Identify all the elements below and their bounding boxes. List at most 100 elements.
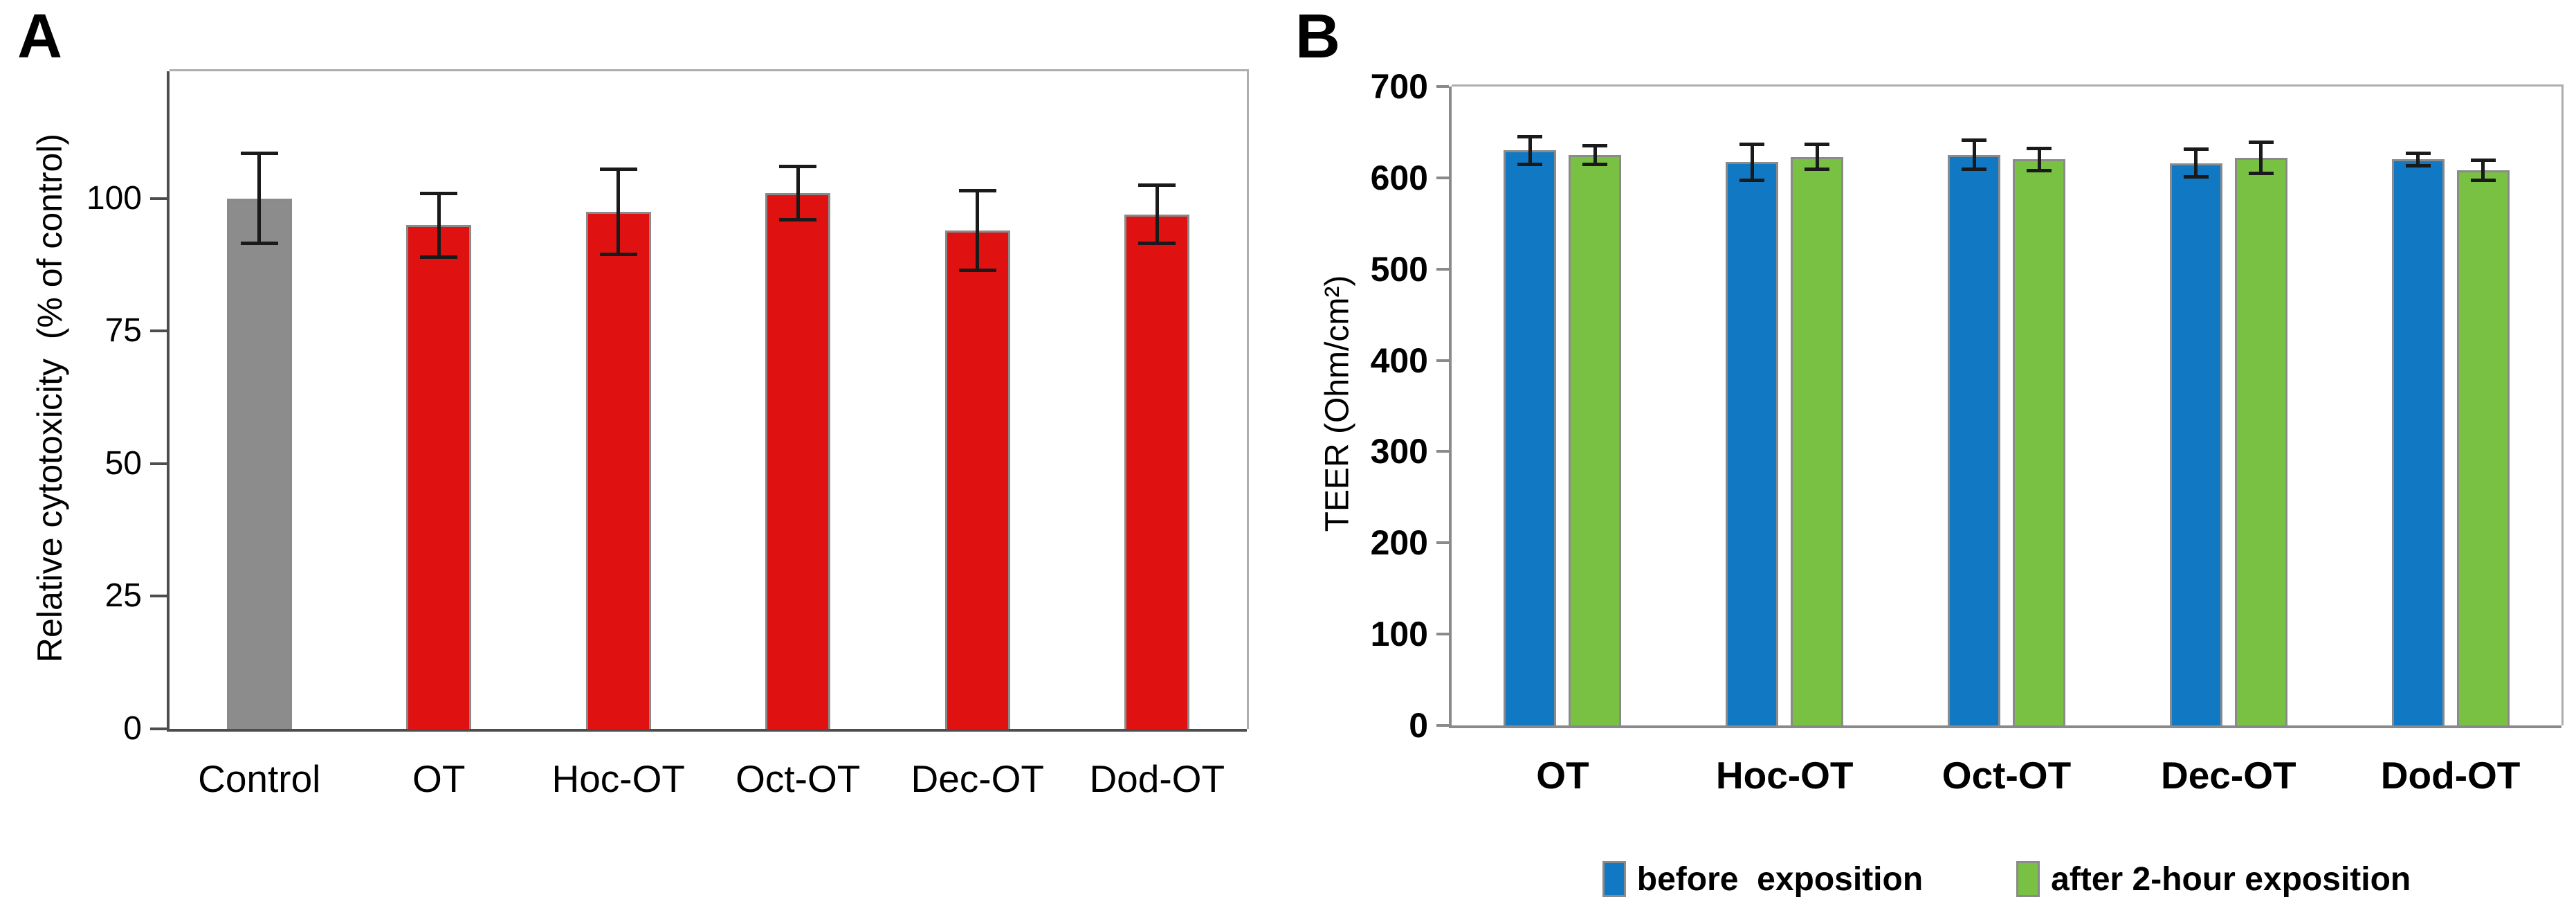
error-bar-line (2259, 142, 2263, 174)
x-axis-category-label: OT (412, 757, 466, 800)
x-axis-category-label: Oct-OT (736, 757, 861, 800)
bar (1124, 214, 1190, 729)
y-axis-tick-label: 25 (104, 577, 142, 615)
error-bar-cap-top (240, 152, 278, 156)
x-axis-line (167, 729, 1247, 732)
y-axis-tick-label: 0 (1409, 706, 1428, 745)
error-bar-line (1750, 144, 1754, 181)
x-axis-category-label: Dec-OT (2161, 754, 2296, 797)
error-bar-cap-top (1517, 135, 1543, 139)
bar (2234, 157, 2287, 725)
y-axis-tick (1436, 267, 1449, 271)
error-bar-cap-bottom (1962, 168, 1986, 172)
bar (1569, 154, 1622, 725)
error-bar-cap-top (1739, 142, 1765, 146)
y-axis-line (1449, 87, 1452, 728)
y-axis-tick-label: 0 (123, 710, 142, 747)
error-bar-cap-bottom (420, 255, 458, 259)
y-axis-tick-label: 100 (1370, 615, 1428, 654)
error-bar-line (1593, 145, 1597, 165)
error-bar-cap-bottom (240, 242, 278, 246)
y-axis-tick-label: 100 (86, 179, 142, 217)
panel-a-label: A (17, 2, 62, 71)
bar (406, 225, 472, 729)
error-bar-cap-bottom (958, 268, 996, 272)
error-bar-line (1972, 140, 1976, 170)
error-bar-line (2416, 153, 2420, 166)
error-bar-cap-top (1962, 138, 1986, 143)
legend-swatch-blue-icon (1602, 861, 1626, 897)
y-axis-tick (1436, 541, 1449, 545)
error-bar-cap-bottom (1517, 162, 1543, 166)
x-axis-category-label: Dod-OT (2380, 754, 2521, 797)
error-bar-cap-top (1805, 142, 1830, 146)
error-bar-cap-top (2027, 147, 2052, 151)
y-axis-tick (1436, 359, 1449, 362)
error-bar-cap-top (779, 165, 817, 169)
bar (2456, 170, 2510, 725)
error-bar-line (976, 190, 980, 271)
bar (1948, 154, 2000, 725)
y-axis-tick (1436, 176, 1449, 179)
x-axis-category-label: OT (1536, 754, 1589, 797)
y-axis-tick (150, 727, 167, 730)
error-bar-line (257, 153, 262, 244)
y-axis-tick-label: 75 (104, 312, 142, 350)
error-bar-line (1155, 185, 1159, 244)
error-bar-line (1815, 144, 1819, 170)
bar (2169, 163, 2222, 725)
x-axis-category-label: Control (198, 757, 321, 800)
y-axis-tick-label: 400 (1370, 341, 1428, 380)
error-bar-line (796, 166, 800, 220)
error-bar-cap-bottom (1138, 242, 1176, 246)
error-bar-line (2481, 160, 2485, 181)
x-axis-category-label: Hoc-OT (1715, 754, 1854, 797)
y-axis-tick (150, 329, 167, 333)
bar (1791, 156, 1844, 725)
y-axis-tick-label: 300 (1370, 432, 1428, 471)
y-axis-tick (1436, 85, 1449, 88)
error-bar-cap-bottom (2470, 179, 2496, 183)
error-bar-cap-top (2183, 147, 2209, 152)
bar (1504, 150, 1557, 725)
error-bar-cap-bottom (599, 252, 637, 256)
bar (765, 193, 831, 729)
error-bar-line (1528, 136, 1532, 165)
error-bar-line (2037, 148, 2041, 171)
bar (1726, 162, 1779, 725)
x-axis-category-label: Oct-OT (1942, 754, 2072, 797)
x-axis-category-label: Dod-OT (1089, 757, 1225, 800)
error-bar-line (616, 169, 621, 255)
error-bar-cap-top (2470, 159, 2496, 163)
panel-b-label: B (1295, 2, 1340, 71)
error-bar-cap-bottom (1582, 162, 1608, 166)
error-bar-cap-top (1138, 183, 1176, 188)
legend-swatch-green-icon (2016, 861, 2040, 897)
error-bar-line (2194, 149, 2198, 177)
legend-label-after-exposition: after 2-hour exposition (2051, 860, 2411, 898)
y-axis-tick (150, 462, 167, 465)
legend-item-after-exposition: after 2-hour exposition (2016, 860, 2411, 898)
error-bar-cap-bottom (779, 218, 817, 222)
y-axis-tick-label: 50 (104, 444, 142, 482)
error-bar-cap-top (599, 168, 637, 172)
panel-b-y-axis-title: TEER (Ohm/cm²) (1319, 275, 1356, 532)
bar (2391, 159, 2445, 725)
x-axis-category-label: Dec-OT (911, 757, 1045, 800)
x-axis-category-label: Hoc-OT (551, 757, 686, 800)
bar (944, 230, 1010, 729)
error-bar-cap-top (2405, 151, 2431, 155)
error-bar-line (437, 193, 441, 257)
y-axis-tick (150, 197, 167, 200)
error-bar-cap-top (2248, 140, 2274, 144)
x-axis-line (1449, 725, 2561, 728)
bar (226, 198, 292, 729)
error-bar-cap-bottom (2027, 168, 2052, 172)
bar (585, 212, 651, 729)
y-axis-tick (150, 595, 167, 598)
panel-a-plot-area: 0 25 50 75 100 Control OT Hoc-OT Oct-OT Dec-OT Dod… (86, 69, 1249, 800)
error-bar-cap-bottom (1739, 179, 1765, 183)
y-axis-tick (1436, 724, 1449, 727)
error-bar-cap-top (958, 188, 996, 192)
